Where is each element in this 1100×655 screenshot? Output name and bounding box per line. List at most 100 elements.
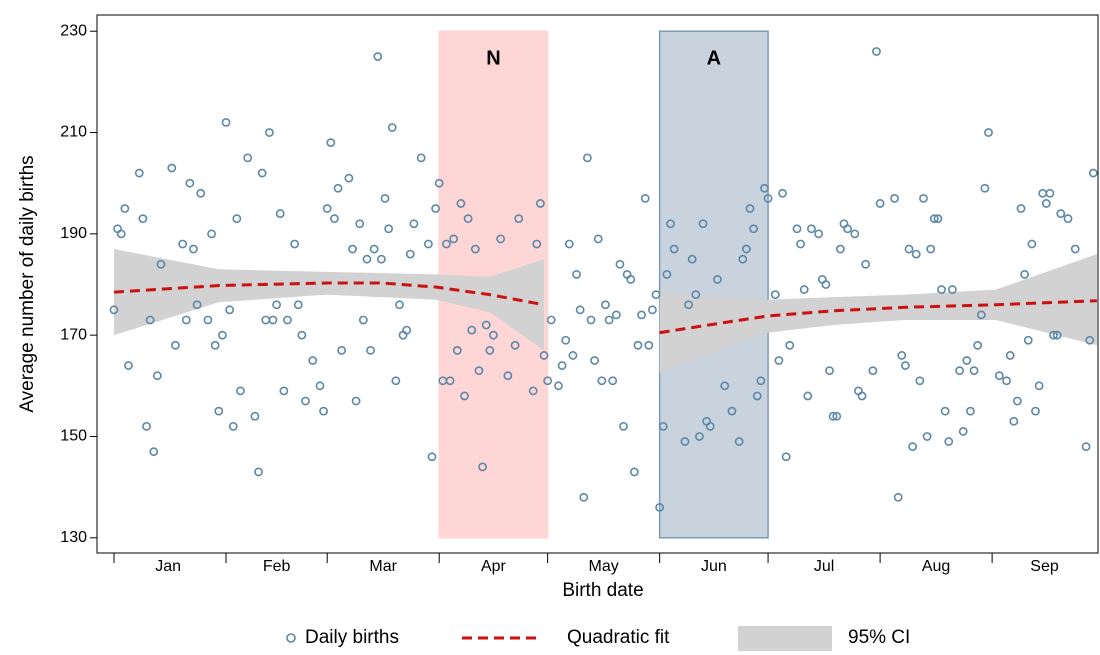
point — [189, 244, 198, 254]
point — [966, 406, 975, 416]
point — [984, 128, 993, 137]
point — [427, 452, 437, 462]
point — [615, 259, 625, 269]
x-tick-label: Sep — [1030, 558, 1059, 575]
point — [442, 239, 451, 249]
point — [568, 351, 578, 360]
x-tick-label: May — [589, 558, 619, 575]
y-tick-label: 230 — [60, 22, 87, 39]
point — [124, 361, 133, 370]
point — [423, 239, 433, 249]
point — [1049, 330, 1058, 340]
point — [376, 254, 386, 264]
point — [1038, 188, 1048, 198]
legend-label: Quadratic fit — [567, 627, 670, 648]
point — [586, 315, 596, 325]
shaded-region — [658, 30, 769, 539]
point — [554, 381, 563, 391]
point — [142, 421, 151, 431]
point — [854, 386, 863, 396]
point — [926, 244, 936, 254]
point — [261, 315, 271, 325]
point — [741, 244, 751, 254]
point — [893, 492, 903, 502]
point — [217, 330, 227, 340]
point — [756, 376, 766, 386]
point — [835, 244, 845, 254]
point — [1056, 209, 1066, 218]
point — [832, 411, 842, 421]
point — [774, 356, 784, 365]
point — [713, 275, 722, 284]
point — [228, 421, 238, 431]
point — [1031, 406, 1040, 416]
point — [268, 315, 278, 325]
legend-label: Daily births — [305, 627, 399, 648]
point — [225, 305, 235, 315]
point — [955, 366, 964, 376]
point — [355, 219, 365, 229]
y-axis-label: Average number of daily births — [17, 155, 38, 412]
point — [109, 305, 119, 315]
point — [919, 193, 928, 203]
point — [380, 193, 390, 203]
point — [629, 467, 639, 477]
point — [416, 153, 426, 163]
point — [608, 376, 618, 386]
point — [391, 376, 401, 386]
fit-line — [659, 299, 1097, 335]
point — [911, 249, 921, 259]
point — [366, 345, 375, 355]
point — [872, 47, 881, 56]
point — [1081, 442, 1091, 452]
y-tick-label: 170 — [60, 326, 87, 343]
point — [214, 406, 224, 416]
point — [1020, 269, 1030, 279]
point — [651, 290, 661, 300]
point — [279, 386, 289, 396]
point — [308, 356, 318, 365]
point — [640, 193, 650, 203]
point — [720, 381, 730, 391]
point — [695, 432, 704, 441]
point — [807, 224, 816, 234]
point — [116, 229, 126, 239]
point — [478, 462, 487, 472]
point — [1041, 199, 1051, 208]
point — [536, 199, 545, 208]
point — [922, 432, 932, 441]
point — [373, 52, 383, 61]
point — [232, 214, 242, 224]
point — [402, 325, 412, 335]
point — [611, 310, 621, 320]
point — [933, 214, 943, 224]
point — [510, 340, 520, 350]
point — [770, 290, 780, 300]
point — [843, 224, 852, 234]
x-axis-label: Birth date — [562, 580, 643, 601]
point — [799, 285, 809, 294]
point — [301, 396, 310, 406]
point — [481, 320, 491, 330]
point — [463, 214, 473, 224]
point — [575, 305, 585, 315]
point — [850, 229, 860, 239]
point — [333, 183, 343, 193]
point — [814, 229, 824, 239]
point — [344, 173, 354, 183]
point — [405, 249, 415, 259]
plot-frame — [96, 14, 1099, 554]
point — [532, 239, 542, 249]
point — [293, 300, 303, 310]
point — [622, 269, 632, 279]
point — [821, 280, 831, 289]
point — [564, 239, 574, 249]
point — [698, 219, 708, 229]
point — [648, 305, 657, 315]
region-label: A — [707, 47, 721, 69]
point — [662, 269, 672, 279]
point — [890, 193, 899, 203]
point — [409, 219, 419, 229]
point — [456, 199, 466, 208]
point — [398, 330, 408, 340]
